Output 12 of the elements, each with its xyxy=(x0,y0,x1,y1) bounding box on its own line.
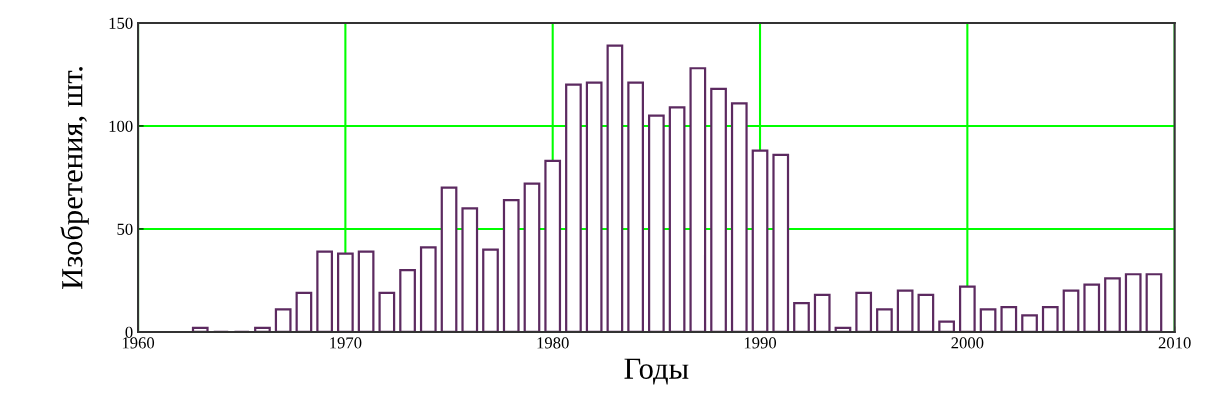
y-tick-label: 100 xyxy=(109,120,133,132)
y-tick-label: 50 xyxy=(117,223,133,235)
x-axis-title: Годы xyxy=(624,358,689,385)
x-tick-label: 1990 xyxy=(744,337,777,349)
y-axis-title: Изобретения, шт. xyxy=(60,67,89,289)
y-tick-label: 0 xyxy=(125,326,133,338)
x-tick-label: 1960 xyxy=(122,337,155,349)
x-tick-label: 2000 xyxy=(951,337,984,349)
y-tick-label: 150 xyxy=(109,17,133,29)
x-tick-label: 1970 xyxy=(330,337,362,349)
x-tick-label: 1980 xyxy=(537,337,569,349)
x-tick-label: 2010 xyxy=(1158,337,1191,349)
